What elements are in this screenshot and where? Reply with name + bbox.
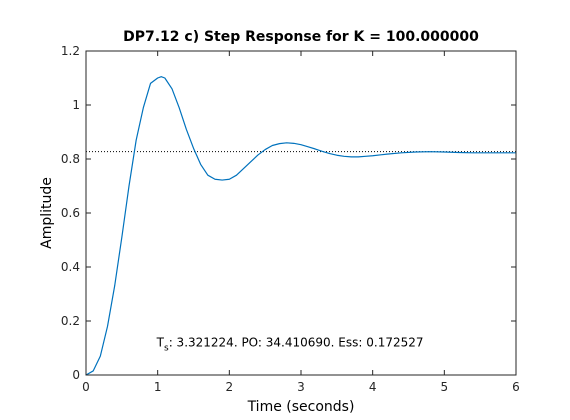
plot-area bbox=[86, 51, 516, 375]
y-tick-label: 1.2 bbox=[61, 44, 80, 58]
x-tick-label: 2 bbox=[226, 380, 234, 394]
x-tick-label: 3 bbox=[297, 380, 305, 394]
step-response-line bbox=[85, 76, 516, 376]
annotation-subscript: s bbox=[164, 344, 169, 354]
y-tick-label: 0.8 bbox=[61, 152, 80, 166]
y-axis-label: Amplitude bbox=[39, 177, 55, 249]
annotation-prefix: T bbox=[156, 336, 165, 350]
x-tick-label: 4 bbox=[369, 380, 377, 394]
y-tick-label: 0.2 bbox=[61, 314, 80, 328]
y-tick-label: 0 bbox=[72, 368, 80, 382]
tick-layer: 0 1 2 3 4 5 6 0 0.2 0.4 0.6 0.8 1 1.2 bbox=[61, 44, 520, 394]
y-tick-label: 0.6 bbox=[61, 206, 80, 220]
x-tick-label: 0 bbox=[82, 380, 90, 394]
y-tick-label: 0.4 bbox=[61, 260, 80, 274]
chart-title: DP7.12 c) Step Response for K = 100.0000… bbox=[123, 29, 479, 45]
x-tick-label: 1 bbox=[154, 380, 162, 394]
x-tick-label: 6 bbox=[512, 380, 520, 394]
x-tick-label: 5 bbox=[441, 380, 449, 394]
y-tick-label: 1 bbox=[72, 98, 80, 112]
x-axis-label: Time (seconds) bbox=[247, 399, 355, 415]
series-layer bbox=[85, 76, 516, 376]
annotation-text: : 3.321224. PO: 34.410690. Ess: 0.172527 bbox=[169, 336, 424, 350]
settling-time-annotation: Ts: 3.321224. PO: 34.410690. Ess: 0.1725… bbox=[156, 336, 424, 354]
